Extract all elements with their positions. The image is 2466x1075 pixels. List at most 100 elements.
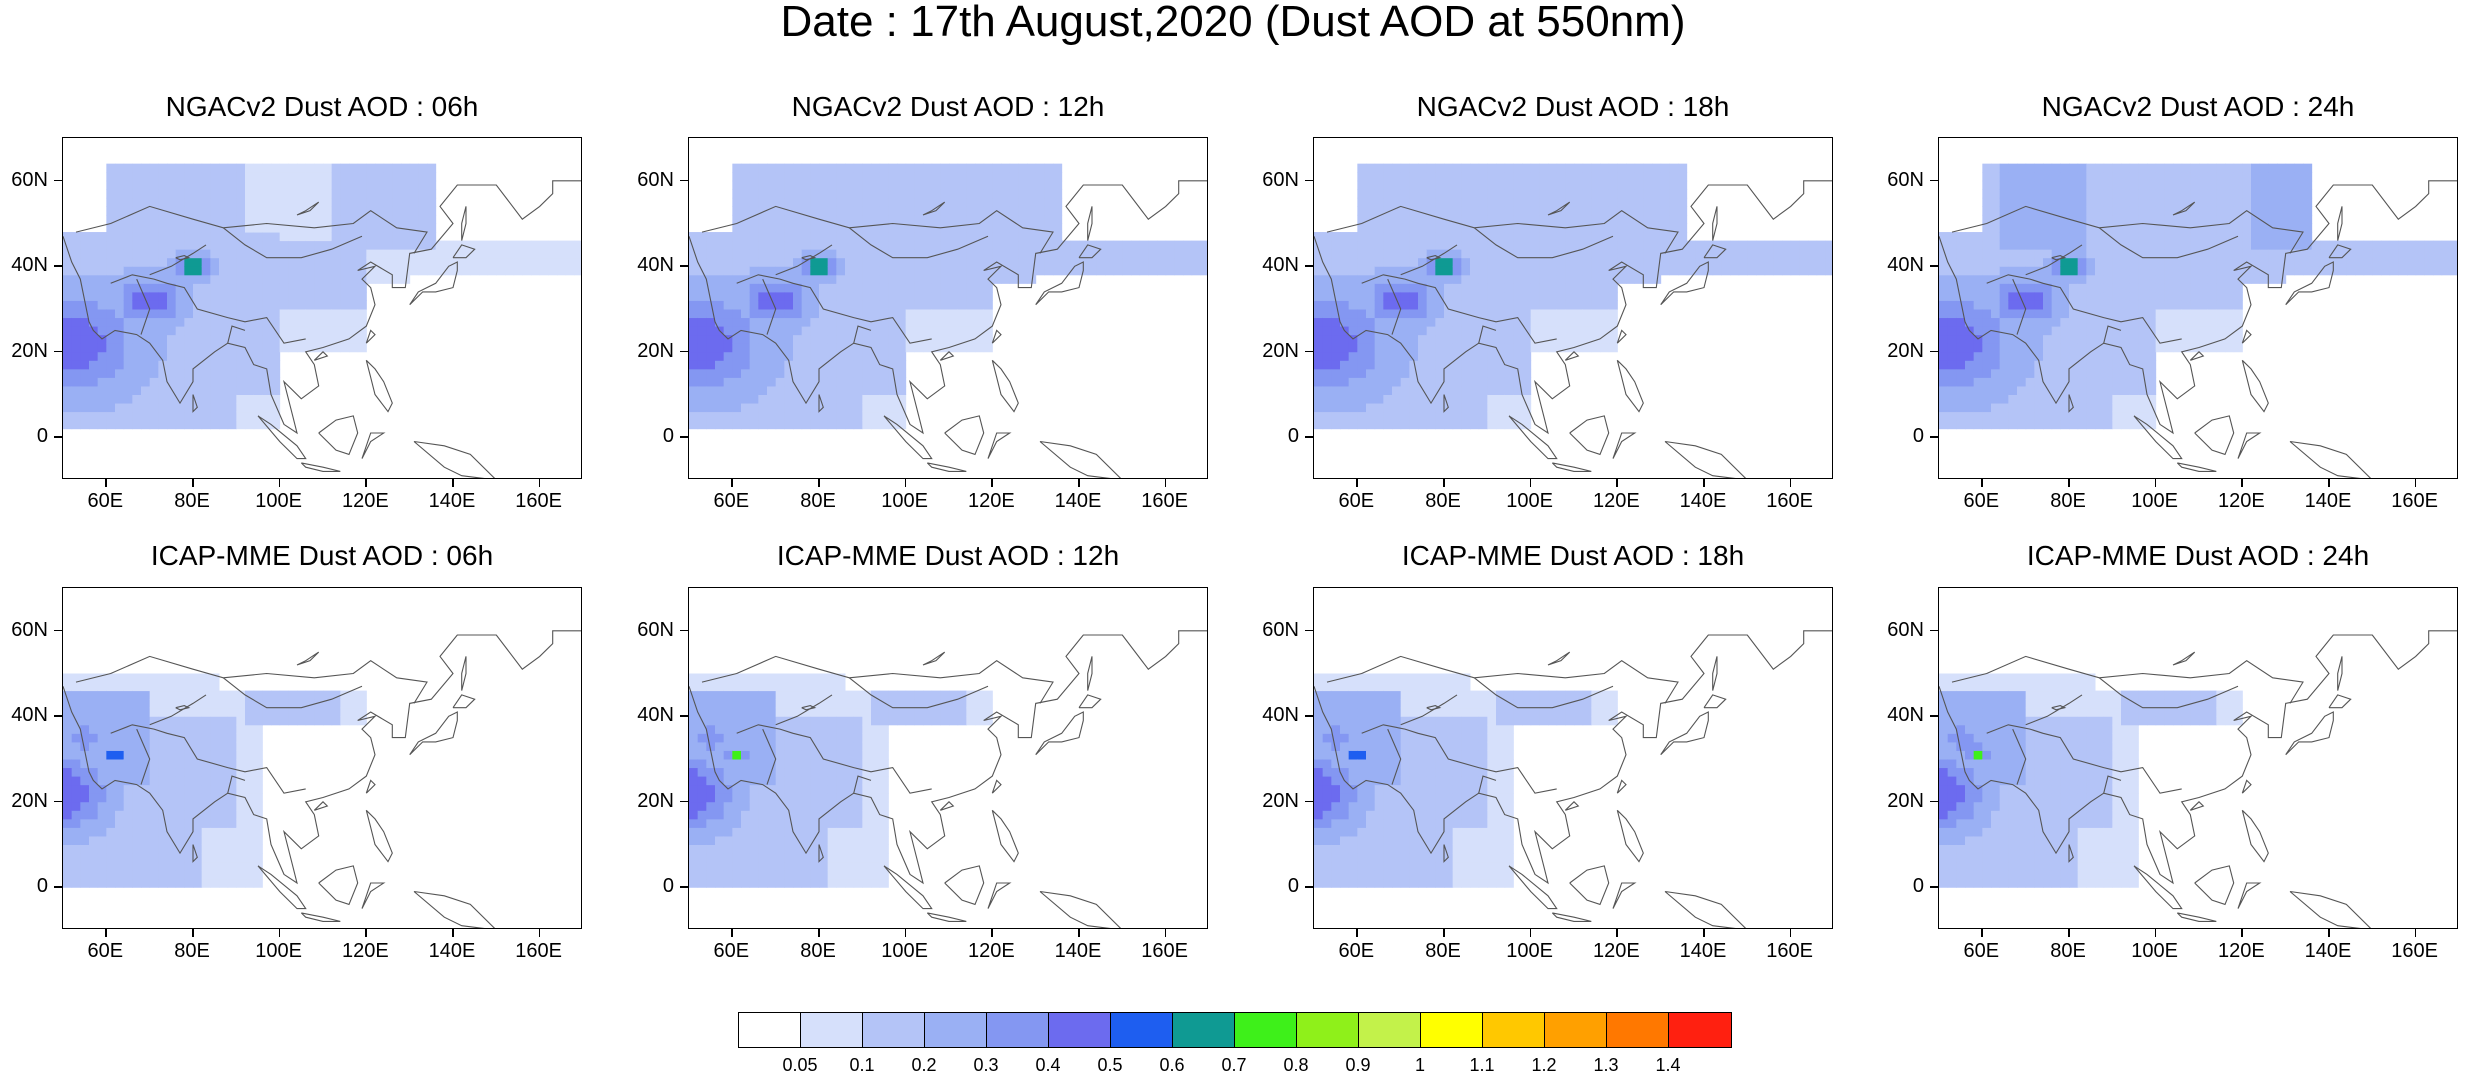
lon-tick — [1356, 479, 1358, 487]
colorbar-label: 1.3 — [1576, 1056, 1636, 1074]
lon-tick-label: 80E — [152, 491, 232, 511]
lon-tick — [365, 479, 367, 487]
lon-tick — [2155, 479, 2157, 487]
lon-tick-label: 100E — [865, 941, 945, 961]
lat-tick-label: 60N — [1876, 170, 1924, 190]
lat-tick-label: 20N — [626, 341, 674, 361]
lon-tick-label: 60E — [65, 941, 145, 961]
lon-tick — [279, 479, 281, 487]
dust-aod-map — [1314, 588, 1833, 929]
panel-title: ICAP-MME Dust AOD : 06h — [62, 541, 582, 571]
lon-tick-label: 80E — [778, 491, 858, 511]
colorbar-swatch — [987, 1013, 1049, 1047]
panel-title: ICAP-MME Dust AOD : 24h — [1938, 541, 2458, 571]
lat-tick — [680, 801, 688, 803]
lon-tick — [2155, 929, 2157, 937]
lon-tick — [2415, 929, 2417, 937]
lat-tick-label: 20N — [1251, 341, 1299, 361]
colorbar-swatch — [1173, 1013, 1235, 1047]
lat-tick — [1305, 886, 1313, 888]
lon-tick-label: 140E — [2288, 491, 2368, 511]
colorbar-label: 1.1 — [1452, 1056, 1512, 1074]
lon-tick — [1165, 929, 1167, 937]
lon-tick — [1981, 929, 1983, 937]
lat-tick — [1305, 715, 1313, 717]
lon-tick-label: 160E — [1750, 941, 1830, 961]
lon-tick — [1616, 479, 1618, 487]
lon-tick — [1165, 479, 1167, 487]
page-title: Date : 17th August,2020 (Dust AOD at 550… — [0, 0, 2466, 44]
lat-tick — [1305, 801, 1313, 803]
map-panel — [688, 137, 1208, 479]
aod-field — [1939, 164, 2458, 430]
lon-tick — [1790, 479, 1792, 487]
lat-tick-label: 40N — [1251, 705, 1299, 725]
lat-tick-label: 40N — [1876, 255, 1924, 275]
dust-aod-map — [63, 588, 582, 929]
lat-tick — [680, 436, 688, 438]
map-panel — [62, 137, 582, 479]
map-panel — [688, 587, 1208, 929]
lon-tick — [905, 479, 907, 487]
lon-tick — [905, 929, 907, 937]
lon-tick — [2328, 929, 2330, 937]
lon-tick-label: 160E — [1750, 491, 1830, 511]
lat-tick-label: 60N — [1251, 620, 1299, 640]
lon-tick-label: 120E — [951, 491, 1031, 511]
lon-tick-label: 160E — [2375, 491, 2455, 511]
lon-tick — [279, 929, 281, 937]
lon-tick-label: 100E — [2115, 491, 2195, 511]
lat-tick — [1305, 436, 1313, 438]
colorbar-swatch — [801, 1013, 863, 1047]
lon-tick-label: 100E — [239, 941, 319, 961]
lon-tick-label: 60E — [65, 491, 145, 511]
dust-aod-map — [63, 138, 582, 479]
map-panel — [62, 587, 582, 929]
lon-tick-label: 140E — [2288, 941, 2368, 961]
lat-tick — [680, 265, 688, 267]
lon-tick — [731, 479, 733, 487]
lon-tick — [1443, 929, 1445, 937]
lat-tick — [680, 715, 688, 717]
panel-title: NGACv2 Dust AOD : 24h — [1938, 92, 2458, 122]
colorbar-label: 0.6 — [1142, 1056, 1202, 1074]
lat-tick — [1305, 180, 1313, 182]
colorbar-label: 1.4 — [1638, 1056, 1698, 1074]
lon-tick-label: 160E — [499, 491, 579, 511]
lat-tick — [1930, 715, 1938, 717]
lon-tick — [818, 929, 820, 937]
colorbar-label: 0.9 — [1328, 1056, 1388, 1074]
lat-tick — [54, 630, 62, 632]
colorbar-swatch — [1607, 1013, 1669, 1047]
lon-tick — [1443, 479, 1445, 487]
lon-tick — [1616, 929, 1618, 937]
lat-tick — [1930, 630, 1938, 632]
colorbar-swatch — [1235, 1013, 1297, 1047]
lat-tick — [680, 630, 688, 632]
lon-tick-label: 80E — [778, 941, 858, 961]
colorbar-label: 0.4 — [1018, 1056, 1078, 1074]
lat-tick-label: 40N — [0, 255, 48, 275]
lon-tick-label: 120E — [951, 941, 1031, 961]
lon-tick — [1790, 929, 1792, 937]
colorbar — [738, 1012, 1732, 1048]
lon-tick-label: 140E — [1663, 941, 1743, 961]
lon-tick-label: 140E — [412, 941, 492, 961]
lon-tick — [105, 929, 107, 937]
lon-tick-label: 140E — [1663, 491, 1743, 511]
lon-tick-label: 80E — [2028, 491, 2108, 511]
lat-tick-label: 60N — [626, 170, 674, 190]
lon-tick — [2068, 479, 2070, 487]
lon-tick — [2241, 929, 2243, 937]
panel-title: ICAP-MME Dust AOD : 12h — [688, 541, 1208, 571]
colorbar-label: 1 — [1390, 1056, 1450, 1074]
map-panel — [1938, 587, 2458, 929]
aod-field — [1939, 674, 2243, 888]
lat-tick-label: 20N — [0, 791, 48, 811]
lat-tick — [1930, 265, 1938, 267]
lat-tick-label: 0 — [626, 426, 674, 446]
lat-tick — [54, 265, 62, 267]
lat-tick-label: 0 — [0, 426, 48, 446]
lat-tick-label: 60N — [1876, 620, 1924, 640]
lat-tick-label: 20N — [1251, 791, 1299, 811]
